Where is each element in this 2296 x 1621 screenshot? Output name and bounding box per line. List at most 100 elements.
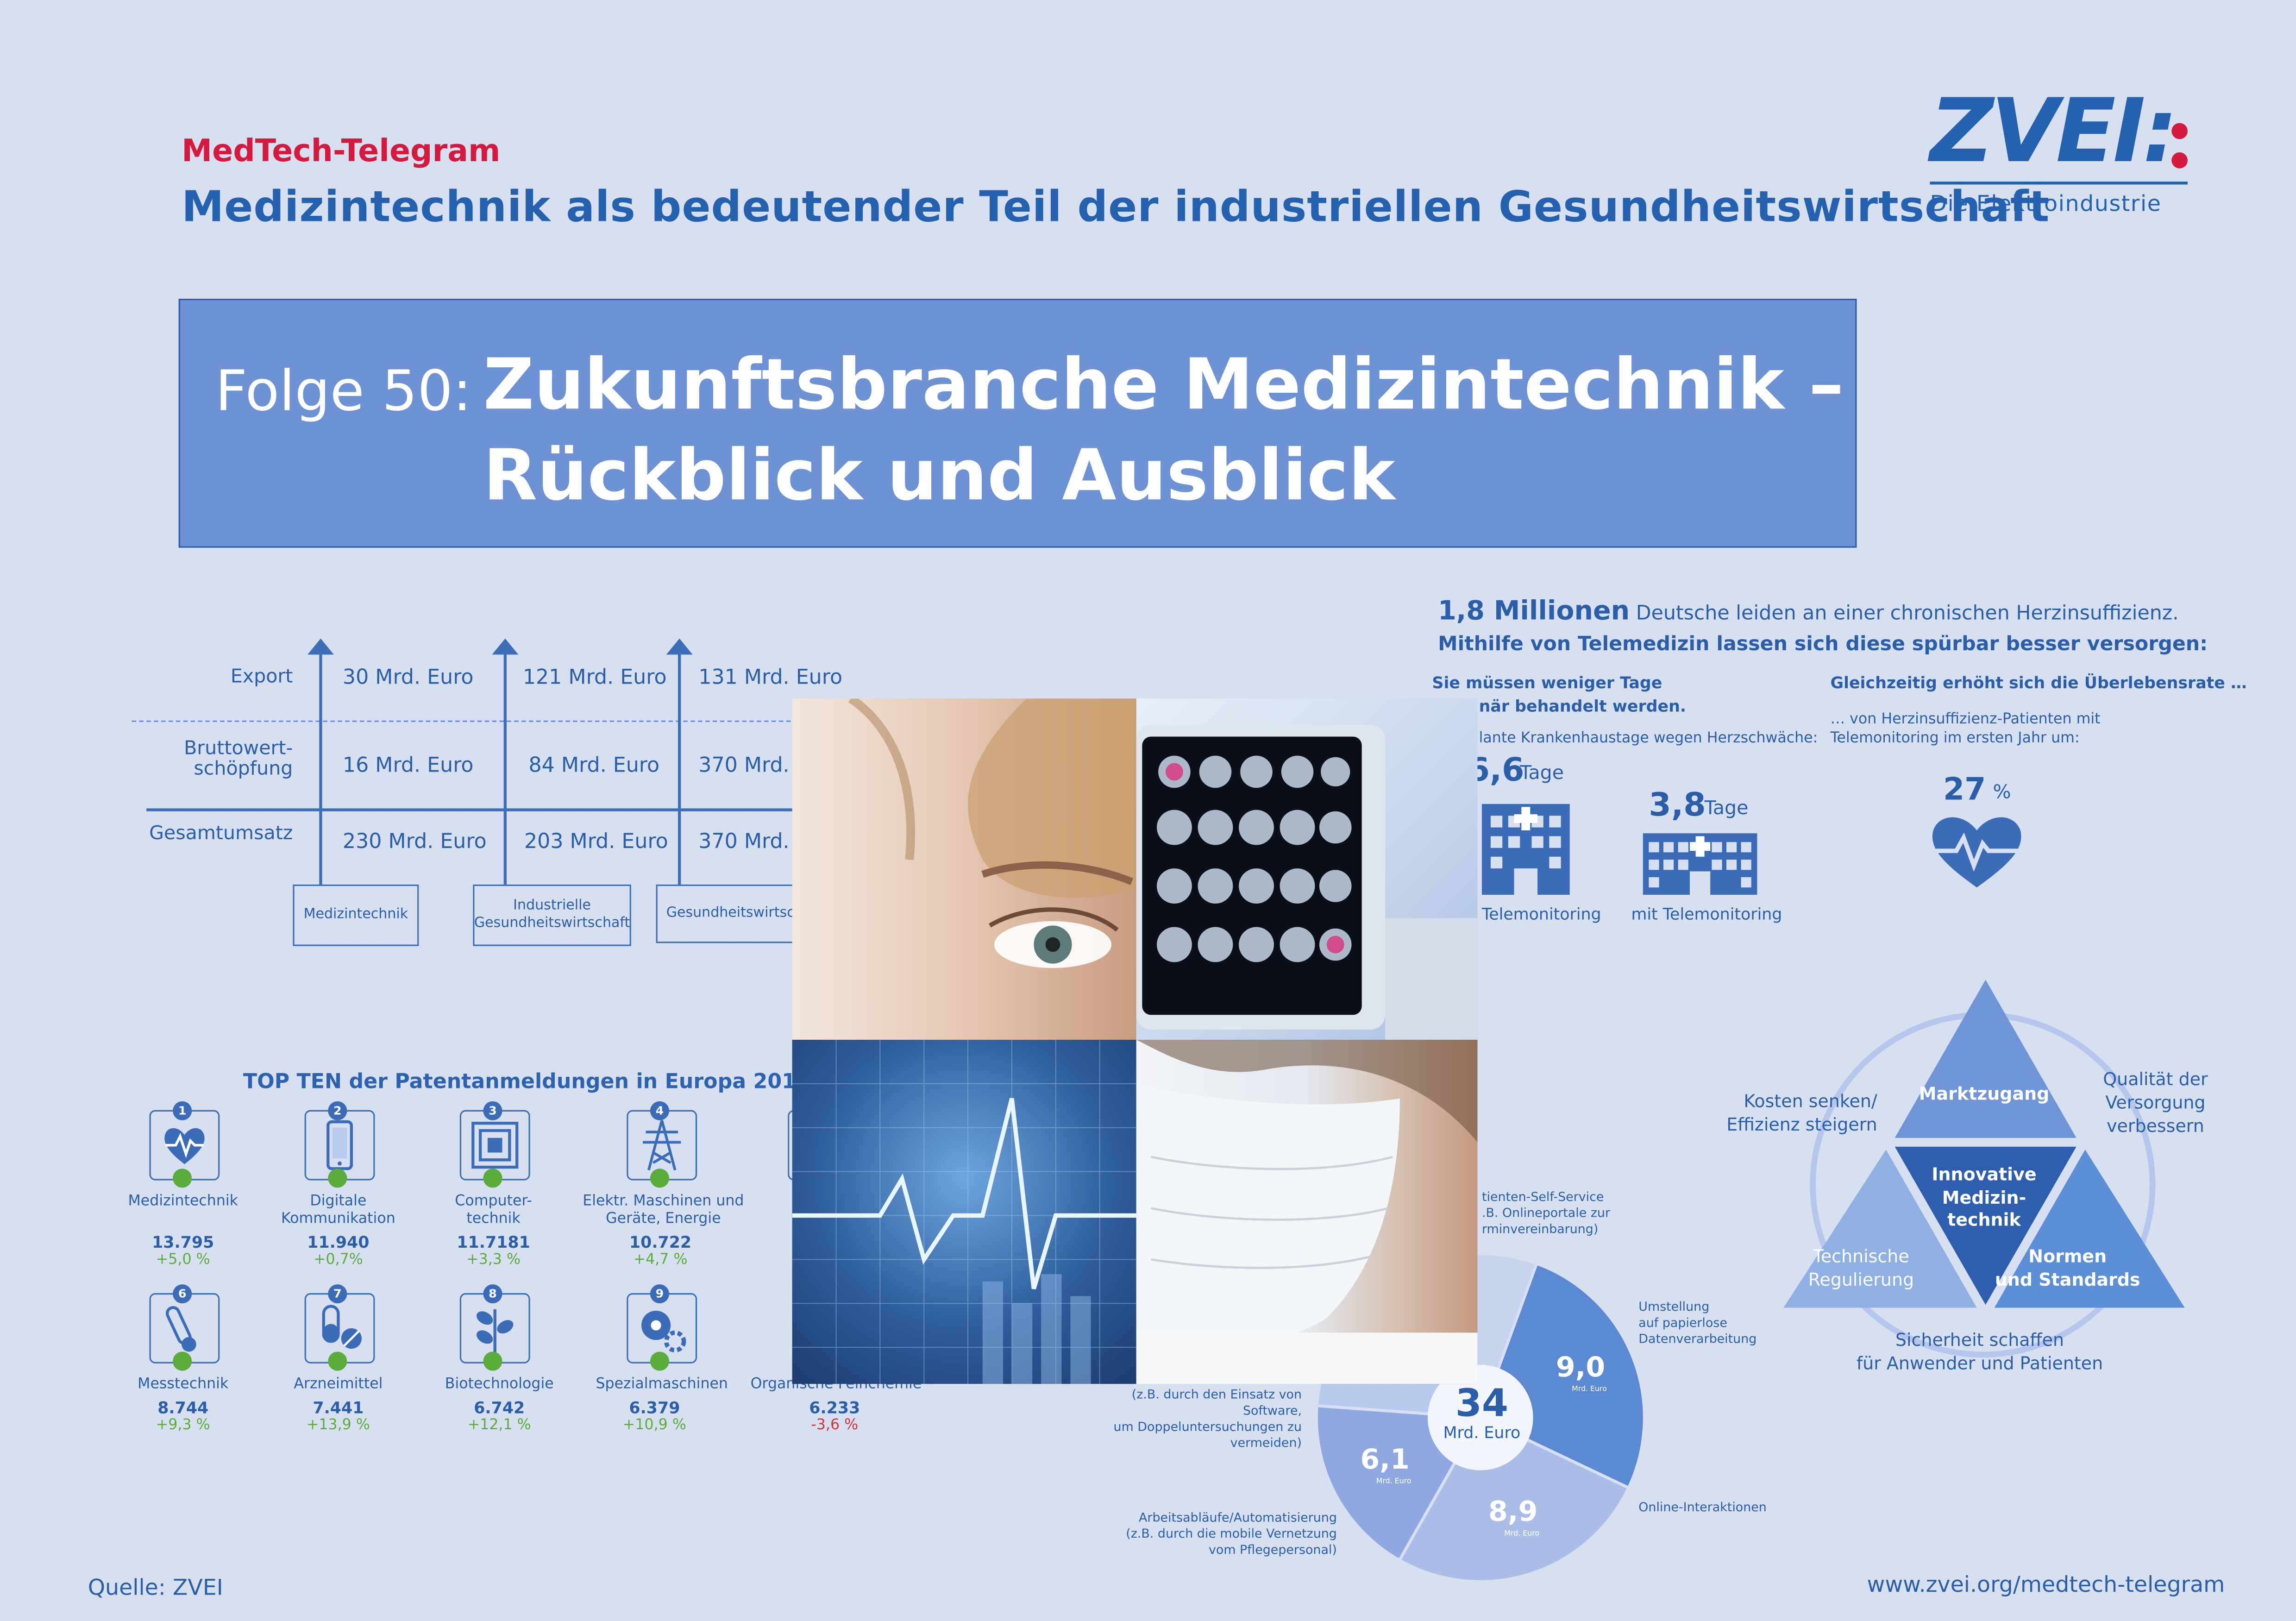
hospital-icon [1640,830,1760,898]
days-without-label: Telemonitoring [1481,905,1601,924]
axis-line [678,650,680,885]
axis-line [319,650,322,885]
ct-scan-monitor-photo [1136,698,1478,1040]
outer-right-label: Qualität der Versorgung verbessern [2103,1069,2208,1137]
axis-line [503,650,506,885]
pie-unit-label: Mrd. Euro [1504,1528,1539,1537]
patent-change: +0,7% [313,1252,363,1269]
left-head: Sie müssen weniger Tage [1432,673,1662,693]
patent-change: +4,7 % [633,1252,688,1269]
left-sub: lante Krankenhaustage wegen Herzschwäche… [1479,730,1818,747]
ecg-monitor-photo [792,1040,1136,1384]
triangle-right-label: Normen und Standards [1995,1246,2140,1291]
heart-pulse-icon [1927,810,2026,892]
surgical-mask-photo [1136,1040,1478,1384]
pie-slice [1397,1415,1631,1583]
trend-up-icon [173,1169,192,1188]
trend-up-icon [328,1169,347,1188]
patent-change: +5,0 % [156,1252,210,1269]
logo-wordmark: ZVEI: [1930,80,2178,183]
rank-badge: 7 [328,1284,347,1304]
page-subtitle: Medizintechnik als bedeutender Teil der … [182,182,2050,232]
hospital-icon [1479,798,1573,898]
value-gw-umsatz: 370 Mrd. [698,830,790,854]
pie-label-workflow: Arbeitsabläufe/Automatisierung (z.B. dur… [1126,1511,1337,1558]
row-label-export: Export [230,666,293,689]
logo-dot-icon [2171,123,2188,139]
patent-value: 8.744 [157,1398,209,1418]
days-with-label: mit Telemonitoring [1631,905,1782,924]
logo-dot-icon [2171,152,2188,169]
rank-badge: 9 [650,1284,670,1304]
right-sub: … von Herzinsuffizienz-Patienten mit Tel… [1830,711,2101,747]
value-med-export: 30 Mrd. Euro [342,666,474,690]
days-with-value: 3,8 [1649,788,1706,825]
patent-change: +12,1 % [467,1417,531,1434]
dashed-divider [132,720,820,722]
patent-label: Arzneimittel [294,1376,383,1393]
patents-title: TOP TEN der Patentanmeldungen in Europa … [243,1070,810,1094]
power-pylon-icon [627,1110,697,1181]
pie-label-paperless: Umstellung auf papierlose Datenverarbeit… [1638,1300,1757,1348]
survival-unit: % [1993,782,2011,804]
patent-change: +3,3 % [466,1252,521,1269]
heart-headline-number: 1,8 Millionen [1438,596,1630,627]
zvei-logo: ZVEI: Die Elektroindustrie [1930,85,2194,217]
trend-up-icon [328,1351,347,1371]
arrow-up-icon [666,638,693,655]
trend-up-icon [650,1351,670,1371]
patent-label: Biotechnologie [445,1376,554,1393]
patent-value: 13.795 [152,1233,214,1252]
heart-headline: 1,8 Millionen Deutsche leiden an einer c… [1438,596,2179,627]
pie-value-label: 9,0 [1556,1351,1605,1383]
heart-headline-line2: Mithilfe von Telemedizin lassen sich die… [1438,632,2208,656]
heart-headline-text: Deutsche leiden an einer chronischen Her… [1636,602,2179,626]
source-note: Quelle: ZVEI [88,1574,223,1601]
category-box-gw: Gesundheitswirtscha [656,884,803,943]
pie-unit-label: Mrd. Euro [1572,1384,1607,1393]
arrow-up-icon [307,638,334,655]
category-box-igw: Industrielle Gesundheitswirtschaft [473,884,631,946]
series-title: MedTech-Telegram [182,133,501,169]
partial-icon-box [788,1110,795,1181]
trend-up-icon [483,1351,502,1371]
triangle-left-label: Technische Regulierung [1808,1246,1914,1291]
pie-value-label: 6,1 [1360,1443,1409,1476]
patent-label: Medizintechnik [128,1194,238,1210]
triangle-top-label: Marktzugang [1919,1083,2050,1105]
patent-value: 6.233 [809,1398,860,1418]
patent-value: 11.7181 [457,1233,530,1252]
trend-up-icon [173,1351,192,1371]
days-with-unit: Tage [1704,798,1749,820]
outer-left-label: Kosten senken/ Effizienz steigern [1726,1091,1877,1136]
category-box-medizintechnik: Medizintechnik [293,884,419,946]
pie-label-selfservice: tienten-Self-Service .B. Onlineportale z… [1481,1190,1611,1238]
trend-up-icon [650,1169,670,1188]
left-head2: när behandelt werden. [1479,697,1687,716]
patent-value: 11.940 [307,1233,370,1252]
logo-tagline: Die Elektroindustrie [1930,190,2162,217]
survival-value: 27 [1943,772,1986,807]
rank-badge: 8 [483,1284,502,1304]
patent-change: +13,9 % [306,1417,370,1434]
outer-bottom-label: Sicherheit schaffen für Anwender und Pat… [1856,1330,2103,1374]
value-med-bws: 16 Mrd. Euro [342,754,474,778]
triangle-center-label: Innovative Medizin- technik [1932,1164,2037,1231]
right-head: Gleichzeitig erhöht sich die Überlebensr… [1830,673,2247,693]
pie-center-hole [1427,1364,1533,1470]
pie-label-online: Online-Interaktionen [1638,1501,1767,1516]
value-gw-bws: 370 Mrd. [698,754,790,778]
rank-badge: 1 [173,1101,192,1120]
pie-value-label: 8,9 [1488,1495,1537,1528]
patent-value: 7.441 [313,1398,364,1418]
rank-badge: 3 [483,1101,502,1120]
patent-change: +10,9 % [622,1417,686,1434]
footer-url[interactable]: www.zvei.org/medtech-telegram [1867,1571,2225,1598]
patent-value: 10.722 [629,1233,692,1252]
episode-label: Folge 50: [215,358,472,423]
patent-value: 6.379 [629,1398,680,1418]
patent-label: Spezialmaschinen [596,1376,728,1393]
patent-label: Computer- technik [455,1194,532,1227]
value-igw-bws: 84 Mrd. Euro [528,754,660,778]
